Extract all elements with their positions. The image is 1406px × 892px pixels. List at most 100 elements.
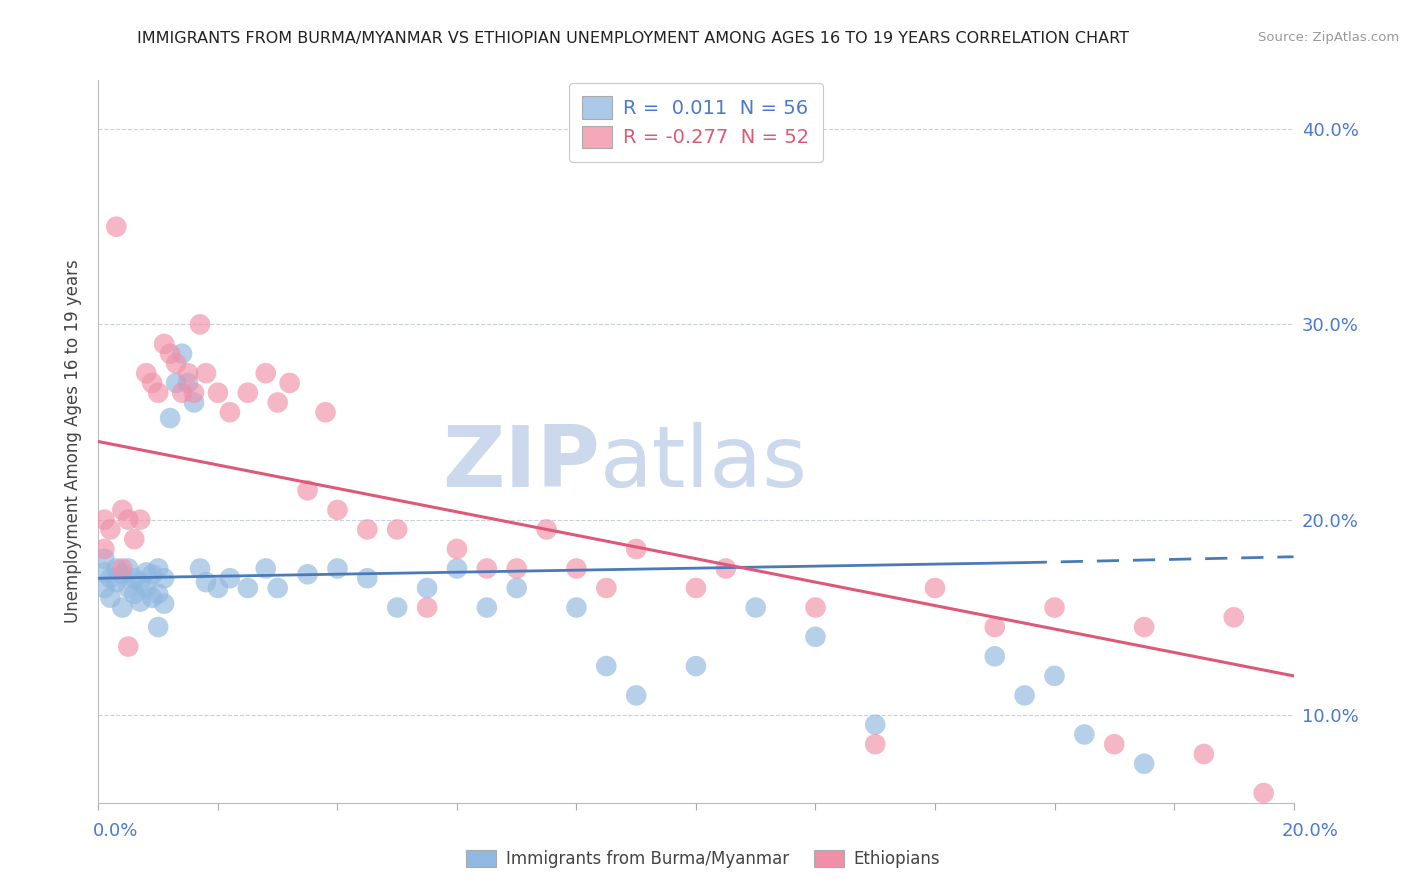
- Point: [148, 385, 170, 400]
- Point: [105, 575, 128, 590]
- Point: [93, 566, 115, 580]
- Point: [98, 523, 122, 537]
- Point: [153, 337, 176, 351]
- Point: [536, 523, 558, 537]
- Point: [1104, 737, 1126, 751]
- Point: [326, 561, 349, 575]
- Point: [1133, 620, 1156, 634]
- Point: [254, 366, 277, 380]
- Point: [93, 551, 115, 566]
- Point: [165, 376, 187, 390]
- Legend: Immigrants from Burma/Myanmar, Ethiopians: Immigrants from Burma/Myanmar, Ethiopian…: [458, 843, 948, 875]
- Point: [278, 376, 301, 390]
- Point: [188, 561, 211, 575]
- Point: [117, 640, 139, 654]
- Point: [685, 659, 707, 673]
- Point: [446, 561, 468, 575]
- Point: [98, 571, 122, 585]
- Point: [117, 561, 139, 575]
- Point: [172, 346, 194, 360]
- Point: [1014, 689, 1036, 703]
- Point: [804, 630, 827, 644]
- Point: [219, 571, 242, 585]
- Point: [745, 600, 768, 615]
- Point: [148, 561, 170, 575]
- Point: [93, 513, 115, 527]
- Point: [1133, 756, 1156, 771]
- Point: [506, 581, 529, 595]
- Point: [172, 385, 194, 400]
- Point: [177, 376, 200, 390]
- Point: [111, 561, 134, 575]
- Point: [183, 385, 205, 400]
- Text: Source: ZipAtlas.com: Source: ZipAtlas.com: [1258, 31, 1399, 45]
- Text: 0.0%: 0.0%: [93, 822, 138, 839]
- Point: [159, 411, 181, 425]
- Point: [804, 600, 827, 615]
- Point: [416, 581, 439, 595]
- Point: [117, 581, 139, 595]
- Point: [124, 587, 146, 601]
- Point: [93, 541, 115, 556]
- Point: [416, 600, 439, 615]
- Point: [254, 561, 277, 575]
- Point: [267, 395, 290, 409]
- Point: [626, 541, 648, 556]
- Point: [124, 532, 146, 546]
- Text: atlas: atlas: [600, 422, 808, 505]
- Point: [984, 620, 1007, 634]
- Point: [195, 575, 218, 590]
- Point: [188, 318, 211, 332]
- Point: [111, 567, 134, 582]
- Point: [93, 581, 115, 595]
- Point: [565, 561, 588, 575]
- Point: [183, 395, 205, 409]
- Point: [135, 581, 157, 595]
- Y-axis label: Unemployment Among Ages 16 to 19 years: Unemployment Among Ages 16 to 19 years: [63, 260, 82, 624]
- Point: [135, 566, 157, 580]
- Point: [865, 717, 887, 731]
- Point: [236, 581, 259, 595]
- Point: [595, 581, 617, 595]
- Point: [685, 581, 707, 595]
- Point: [135, 366, 157, 380]
- Point: [475, 600, 498, 615]
- Point: [177, 366, 200, 380]
- Point: [356, 523, 378, 537]
- Point: [129, 513, 152, 527]
- Point: [148, 620, 170, 634]
- Text: 20.0%: 20.0%: [1282, 822, 1339, 839]
- Point: [565, 600, 588, 615]
- Point: [219, 405, 242, 419]
- Point: [117, 513, 139, 527]
- Point: [1192, 747, 1215, 761]
- Point: [385, 523, 409, 537]
- Point: [626, 689, 648, 703]
- Point: [236, 385, 259, 400]
- Point: [984, 649, 1007, 664]
- Point: [165, 356, 187, 370]
- Point: [207, 581, 229, 595]
- Point: [356, 571, 378, 585]
- Point: [297, 483, 319, 498]
- Point: [1073, 727, 1095, 741]
- Point: [148, 587, 170, 601]
- Point: [105, 561, 128, 575]
- Point: [1253, 786, 1275, 800]
- Point: [326, 503, 349, 517]
- Point: [159, 346, 181, 360]
- Point: [475, 561, 498, 575]
- Point: [153, 597, 176, 611]
- Point: [105, 219, 128, 234]
- Point: [385, 600, 409, 615]
- Point: [506, 561, 529, 575]
- Point: [111, 600, 134, 615]
- Legend: R =  0.011  N = 56, R = -0.277  N = 52: R = 0.011 N = 56, R = -0.277 N = 52: [569, 83, 823, 161]
- Point: [141, 376, 163, 390]
- Point: [195, 366, 218, 380]
- Point: [1043, 600, 1066, 615]
- Point: [141, 567, 163, 582]
- Point: [1223, 610, 1246, 624]
- Text: IMMIGRANTS FROM BURMA/MYANMAR VS ETHIOPIAN UNEMPLOYMENT AMONG AGES 16 TO 19 YEAR: IMMIGRANTS FROM BURMA/MYANMAR VS ETHIOPI…: [136, 31, 1129, 46]
- Point: [267, 581, 290, 595]
